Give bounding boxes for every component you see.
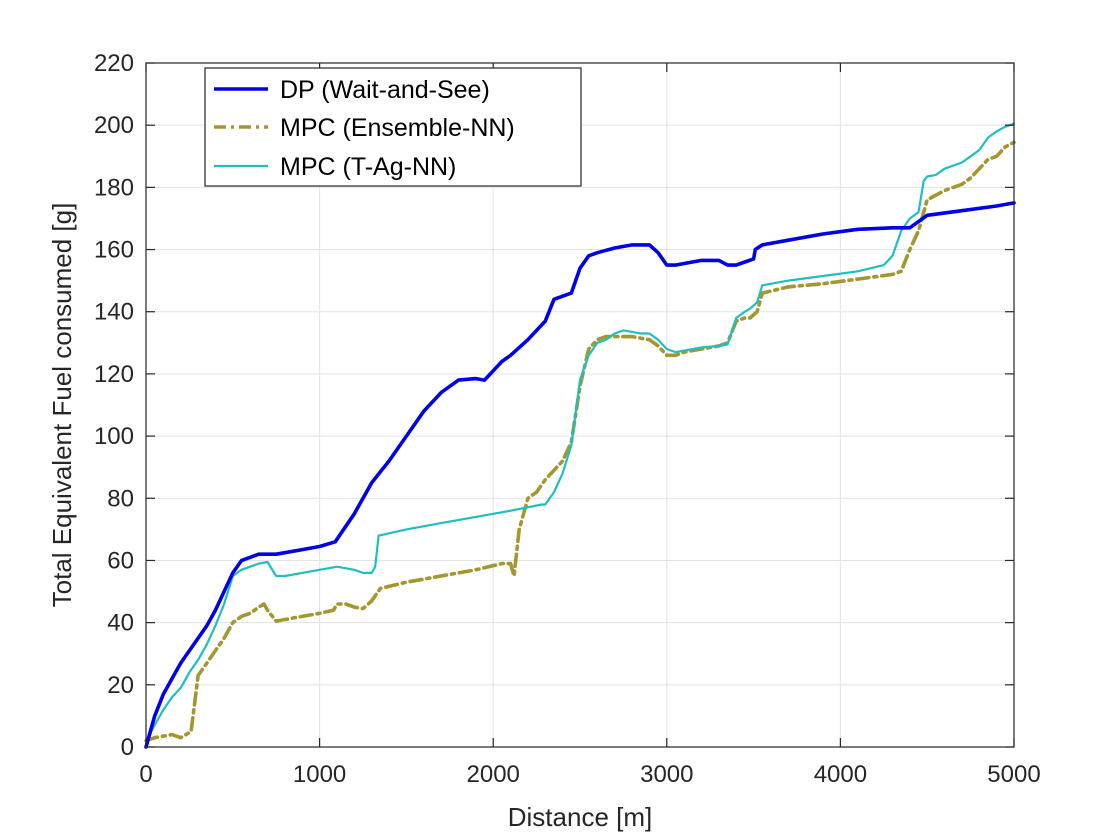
series-line-mpc-tag [144, 122, 1016, 749]
y-tick-label: 20 [107, 672, 134, 699]
x-tick-label: 3000 [640, 761, 693, 788]
legend-label-mpc-ensemble: MPC (Ensemble-NN) [280, 114, 515, 142]
legend: DP (Wait-and-See) MPC (Ensemble-NN) MPC … [204, 67, 582, 187]
y-tick-label: 0 [121, 734, 134, 761]
y-tick-label: 220 [94, 50, 134, 77]
y-tick-label: 80 [107, 485, 134, 512]
x-tick-label: 2000 [467, 761, 520, 788]
legend-label-mpc-tag: MPC (T-Ag-NN) [280, 153, 456, 181]
x-tick-label: 4000 [814, 761, 867, 788]
y-tick-label: 40 [107, 610, 134, 637]
x-axis-label: Distance [m] [508, 802, 653, 832]
y-tick-label: 140 [94, 299, 134, 326]
y-tick-label: 120 [94, 361, 134, 388]
x-tick-label: 0 [139, 761, 152, 788]
legend-label-dp: DP (Wait-and-See) [280, 76, 490, 104]
x-tick-label: 1000 [293, 761, 346, 788]
y-tick-label: 180 [94, 174, 134, 201]
axis-ticks: 0 1000 2000 3000 4000 5000 0 20 40 60 80 100 120 140 1… [94, 50, 1041, 788]
series-line-mpc-ensemble [144, 140, 1016, 743]
y-axis-label: Total Equivalent Fuel consumed [g] [47, 203, 77, 608]
plot-frame [145, 62, 1015, 748]
y-tick-label: 100 [94, 423, 134, 450]
y-tick-label: 160 [94, 237, 134, 264]
x-tick-label: 5000 [987, 761, 1040, 788]
series-layer [144, 122, 1016, 749]
y-tick-label: 200 [94, 112, 134, 139]
y-tick-label: 60 [107, 547, 134, 574]
series-line-dp [144, 201, 1016, 749]
